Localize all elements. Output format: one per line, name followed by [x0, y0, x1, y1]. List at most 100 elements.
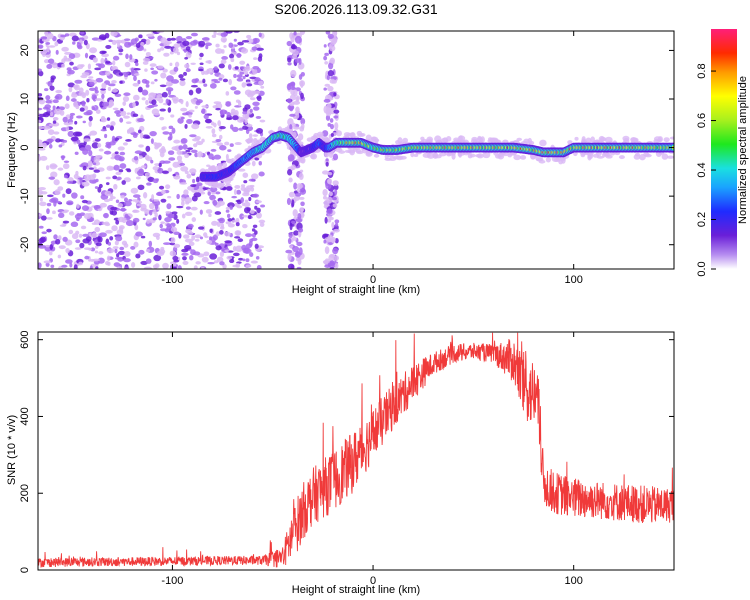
noise-speckle: [179, 78, 186, 81]
noise-speckle: [293, 230, 300, 236]
noise-speckle: [327, 234, 334, 243]
noise-speckle: [255, 115, 262, 119]
noise-speckle: [243, 201, 251, 208]
noise-speckle: [162, 262, 169, 269]
noise-speckle: [298, 247, 303, 256]
noise-speckle: [94, 245, 99, 249]
noise-speckle: [76, 203, 80, 209]
noise-speckle: [46, 108, 51, 112]
noise-speckle: [195, 141, 204, 146]
noise-speckle: [286, 40, 292, 47]
noise-speckle: [143, 266, 152, 269]
noise-speckle: [117, 250, 126, 255]
noise-speckle: [256, 265, 262, 269]
noise-speckle: [255, 47, 264, 51]
noise-speckle: [164, 45, 172, 49]
trace-halo: [666, 155, 674, 159]
noise-speckle: [163, 52, 170, 57]
trace-halo: [574, 136, 579, 141]
noise-speckle: [102, 221, 106, 225]
noise-speckle: [123, 251, 131, 257]
noise-speckle: [47, 194, 54, 198]
noise-speckle: [247, 214, 252, 220]
y-tick-label: 0: [19, 145, 31, 151]
noise-speckle: [324, 61, 329, 65]
noise-speckle: [190, 149, 198, 153]
noise-speckle: [296, 183, 303, 190]
noise-speckle: [179, 80, 186, 87]
trace-halo: [347, 149, 356, 154]
noise-speckle: [227, 202, 235, 208]
snr-ylabel: SNR (10 * v/v): [6, 415, 18, 485]
noise-speckle: [184, 57, 189, 60]
noise-speckle: [240, 184, 246, 188]
noise-speckle: [217, 120, 222, 127]
noise-speckle: [215, 43, 220, 48]
noise-speckle: [124, 41, 132, 48]
noise-speckle: [139, 132, 144, 139]
snr-plot-area: [38, 332, 674, 568]
noise-speckle: [183, 189, 189, 196]
noise-speckle: [172, 266, 177, 269]
noise-speckle: [252, 138, 258, 143]
noise-speckle: [74, 247, 82, 250]
noise-speckle: [223, 45, 227, 48]
noise-speckle: [233, 38, 237, 42]
trace-halo: [535, 155, 543, 162]
noise-speckle: [61, 210, 68, 214]
noise-speckle: [185, 68, 191, 73]
noise-speckle: [334, 122, 339, 130]
noise-speckle: [62, 236, 68, 242]
noise-speckle: [325, 31, 331, 35]
noise-speckle: [209, 228, 213, 233]
noise-speckle: [141, 97, 146, 101]
noise-speckle: [301, 123, 305, 130]
noise-speckle: [128, 199, 133, 202]
noise-speckle: [39, 197, 43, 202]
noise-speckle: [48, 123, 56, 127]
noise-speckle: [38, 262, 42, 269]
noise-speckle: [214, 211, 222, 215]
noise-speckle: [238, 257, 244, 261]
noise-speckle: [222, 187, 227, 191]
noise-speckle: [137, 79, 141, 85]
noise-speckle: [93, 169, 101, 173]
trace-halo: [657, 136, 663, 143]
noise-speckle: [253, 57, 258, 60]
noise-speckle: [42, 36, 47, 40]
noise-speckle: [153, 209, 157, 215]
colorbar-tick-label: 0.8: [696, 63, 708, 78]
noise-speckle: [193, 251, 201, 256]
trace-halo: [284, 126, 289, 132]
noise-speckle: [224, 231, 231, 237]
noise-speckle: [116, 41, 121, 48]
noise-speckle: [137, 184, 145, 191]
noise-speckle: [285, 249, 293, 254]
noise-speckle: [109, 236, 114, 241]
noise-speckle: [67, 130, 75, 138]
colorbar-tick-label: 0.4: [696, 162, 708, 177]
noise-speckle: [219, 230, 224, 235]
noise-speckle: [47, 80, 53, 87]
noise-speckle: [72, 131, 81, 137]
trace-halo: [508, 152, 514, 156]
noise-speckle: [83, 111, 92, 116]
noise-speckle: [239, 71, 245, 75]
noise-speckle: [226, 255, 233, 260]
noise-speckle: [235, 230, 241, 236]
noise-speckle: [230, 108, 236, 114]
noise-speckle: [112, 175, 118, 180]
noise-speckle: [97, 186, 102, 193]
y-tick-label: 600: [19, 330, 31, 348]
noise-speckle: [53, 179, 60, 186]
noise-speckle: [243, 247, 251, 254]
noise-speckle: [242, 125, 249, 130]
noise-speckle: [71, 35, 79, 42]
noise-speckle: [177, 265, 182, 269]
noise-speckle: [129, 54, 133, 60]
noise-speckle: [100, 117, 107, 123]
noise-speckle: [162, 160, 171, 164]
noise-speckle: [46, 228, 52, 233]
noise-speckle: [131, 199, 139, 202]
noise-speckle: [203, 232, 208, 238]
